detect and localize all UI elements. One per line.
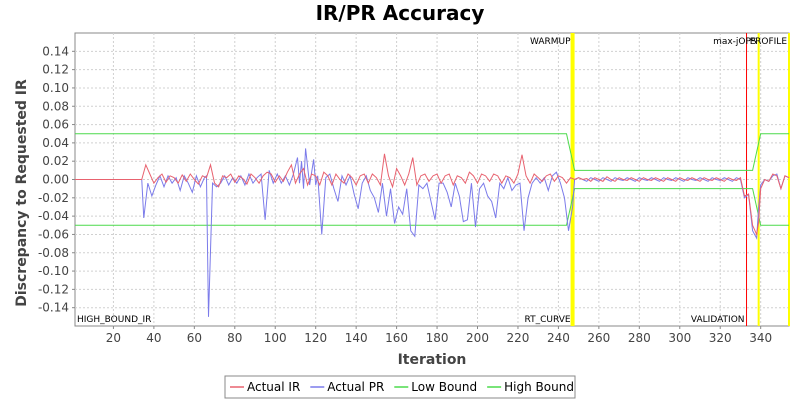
series-line-actual-pr [75,148,790,317]
left-bottom-label: HIGH_BOUND_IR [77,315,151,325]
y-axis-title: Discrepancy to Requested IR [14,79,30,307]
y-tick-label: -0.06 [38,227,69,241]
x-axis-title: Iteration [398,352,467,368]
x-tick-label: 180 [426,331,449,345]
y-tick-label: 0.02 [42,154,69,168]
y-tick-label: 0.14 [42,44,69,58]
y-tick-label: -0.02 [38,191,69,205]
x-tick-label: 300 [668,331,691,345]
x-tick-label: 20 [106,331,121,345]
y-tick-label: 0.06 [42,118,69,132]
x-tick-label: 240 [547,331,570,345]
legend-label: High Bound [504,380,574,394]
marker-top-label: WARMUP [530,37,571,47]
y-tick-label: -0.14 [38,301,69,315]
marker-top-label: max-jOPS [713,37,757,47]
series-line-high-bound [75,133,789,171]
series-line-actual-ir [75,153,790,237]
y-tick-label: -0.04 [38,209,69,223]
x-tick-label: 80 [227,331,242,345]
x-tick-label: 260 [587,331,610,345]
marker-bottom-label: VALIDATION [691,315,745,325]
marker-top-label: PROFILE [750,37,788,47]
y-tick-label: 0.10 [42,81,69,95]
x-tick-label: 160 [385,331,408,345]
y-tick-label: 0.04 [42,136,69,150]
legend-label: Low Bound [411,380,477,394]
legend: Actual IR Actual PR Low Bound High Bound [224,375,576,399]
series-lines [75,133,790,317]
series-line-low-bound [75,188,789,226]
legend-label: Actual PR [327,380,384,394]
legend-label: Actual IR [247,380,300,394]
y-tick-label: -0.12 [38,282,69,296]
marker-bottom-label: RT_CURVE [524,315,570,325]
chart-title: IR/PR Accuracy [316,1,485,25]
x-tick-label: 220 [507,331,530,345]
x-tick-label: 340 [749,331,772,345]
y-tick-label: 0.08 [42,99,69,113]
grid [75,33,789,326]
y-tick-label: -0.08 [38,246,69,260]
x-tick-label: 200 [466,331,489,345]
y-tick-label: 0.12 [42,63,69,77]
x-tick-label: 140 [345,331,368,345]
y-tick-label: 0.00 [42,173,69,187]
x-tick-label: 280 [628,331,651,345]
x-tick-label: 100 [264,331,287,345]
y-axis-ticks: -0.14 -0.12 -0.10 -0.08 -0.06 -0.04 -0.02 0.00 0… [38,44,75,315]
x-axis-ticks: 20 40 60 80 100 120 140 160 180 200 220 240 260 280 30… [106,326,772,345]
x-tick-label: 320 [709,331,732,345]
x-tick-label: 120 [304,331,327,345]
x-tick-label: 40 [146,331,161,345]
y-tick-label: -0.10 [38,264,69,278]
x-tick-label: 60 [187,331,202,345]
